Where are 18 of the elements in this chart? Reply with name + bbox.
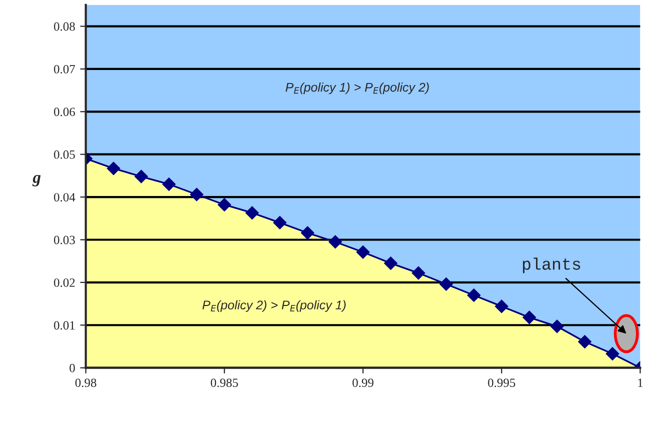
annotation: plants: [522, 258, 580, 274]
x-tick-label: 0.98: [75, 378, 96, 388]
x-tick-label: 0.985: [210, 378, 238, 388]
y-tick-label: 0.08: [54, 22, 75, 31]
y-tick-label: 0.02: [54, 278, 75, 287]
y-tick-label: 0.06: [54, 108, 76, 116]
annotation: P$_{E}$(policy 1) > P$_{E}$(policy 2): [286, 82, 429, 94]
y-axis-title: g: [32, 174, 41, 186]
y-tick-label: 0.03: [54, 236, 75, 244]
y-tick-label: 0.07: [54, 64, 76, 74]
x-tick-label: 1: [638, 378, 643, 387]
y-tick-label: 0.04: [54, 193, 76, 202]
y-tick-label: 0.01: [54, 321, 75, 330]
x-tick-label: 0.995: [488, 378, 516, 388]
y-tick-label: 0.05: [54, 150, 75, 159]
annotation: P$_{E}$(policy 2) > P$_{E}$(policy 1): [202, 300, 346, 312]
y-tick-label: 0: [70, 364, 75, 372]
x-tick-label: 0.99: [352, 378, 374, 388]
